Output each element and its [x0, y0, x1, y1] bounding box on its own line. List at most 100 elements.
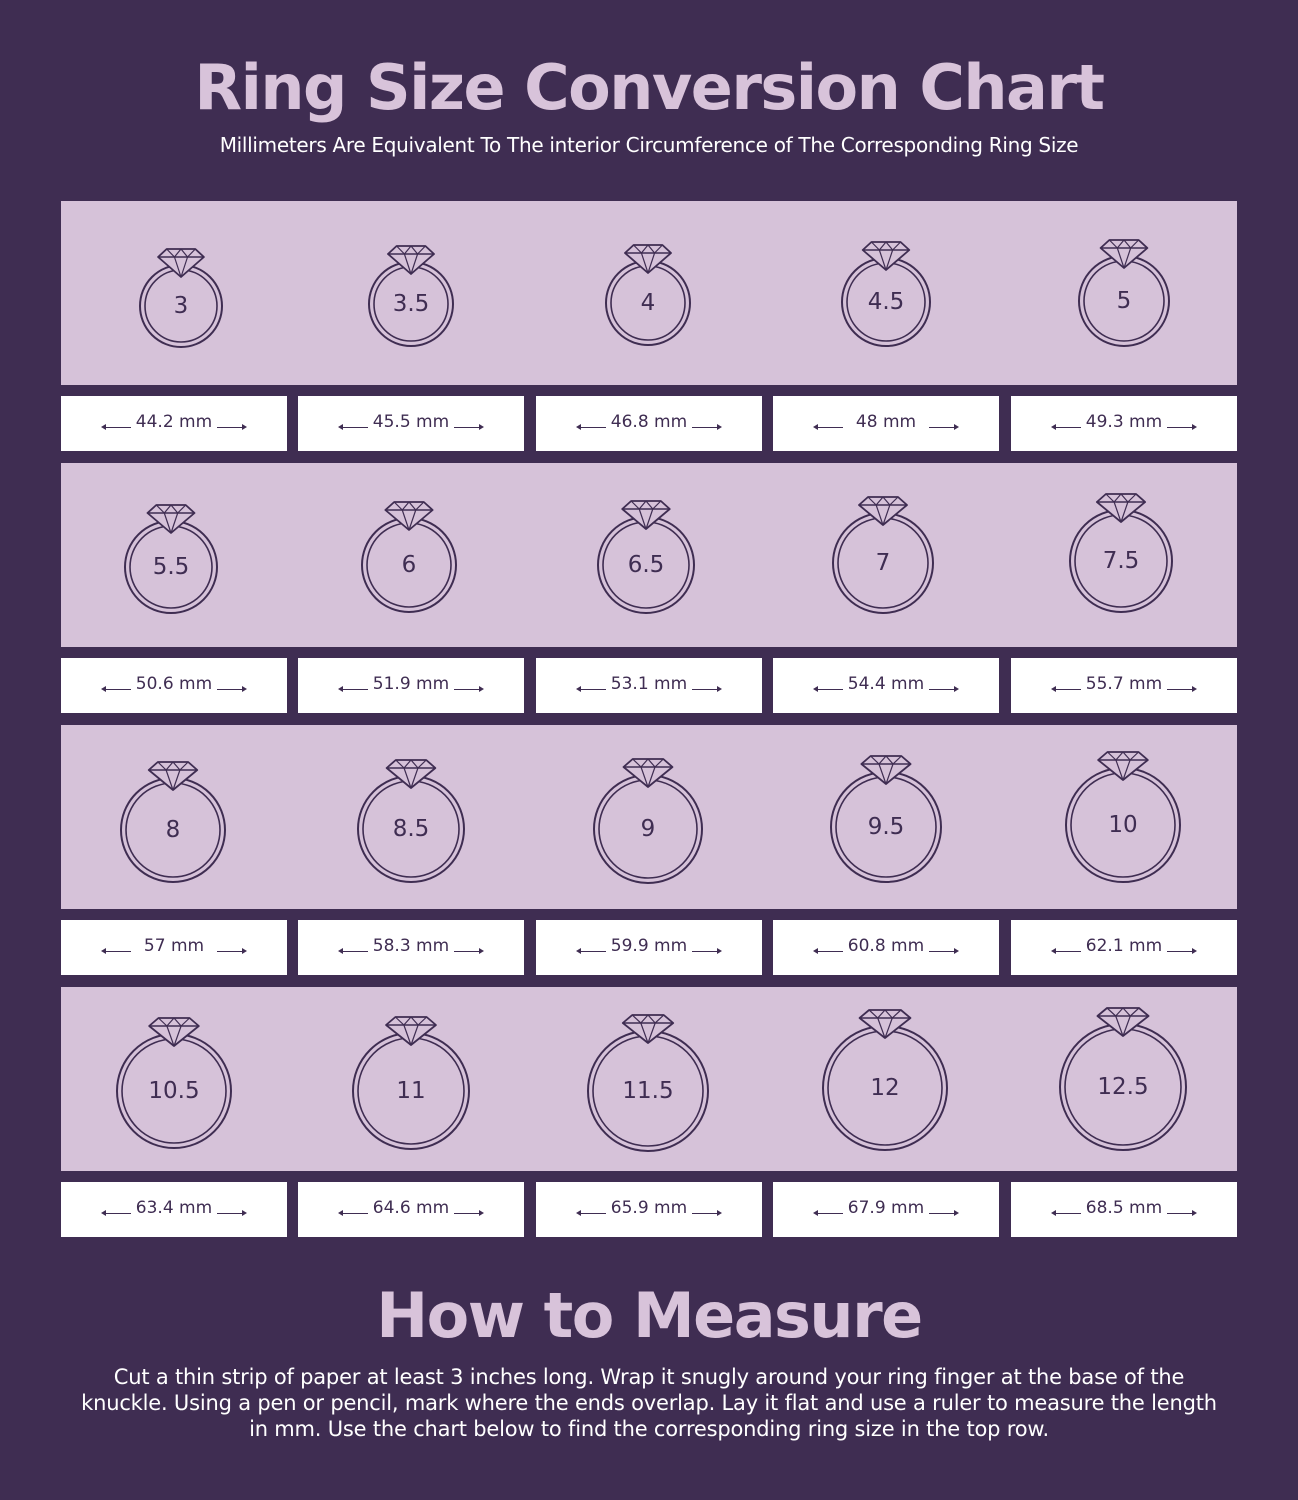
diamond-ring-icon — [124, 504, 218, 614]
arrow-left-icon — [813, 424, 843, 430]
ring-size-label: 3.5 — [392, 291, 430, 317]
ring-cell: 4 — [534, 201, 771, 385]
arrow-right-icon — [929, 948, 959, 954]
ring-cell: 10 — [1007, 725, 1244, 909]
circumference-value: 46.8 mm — [610, 412, 688, 432]
diamond-ring-icon — [116, 1017, 232, 1149]
arrow-right-icon — [929, 686, 959, 692]
circumference-box: 55.7 mm — [1011, 658, 1237, 713]
circumference-value: 55.7 mm — [1085, 674, 1163, 694]
circumference-box: 50.6 mm — [61, 658, 287, 713]
arrow-right-icon — [454, 1210, 484, 1216]
circumference-box: 46.8 mm — [536, 396, 762, 451]
arrow-right-icon — [217, 948, 247, 954]
ring-cell: 8.5 — [297, 725, 534, 909]
arrow-right-icon — [692, 1210, 722, 1216]
circumference-box: 63.4 mm — [61, 1182, 287, 1237]
circumference-value: 65.9 mm — [610, 1198, 688, 1218]
arrow-left-icon — [101, 948, 131, 954]
arrow-right-icon — [692, 948, 722, 954]
diamond-ring-icon — [139, 248, 223, 348]
ring-size-label: 10 — [1108, 812, 1138, 838]
how-to-measure-title: How to Measure — [376, 1279, 923, 1352]
ring-size-label: 9 — [640, 816, 656, 842]
diamond-ring-icon — [841, 241, 931, 347]
circumference-box: 60.8 mm — [773, 920, 999, 975]
ring-size-label: 8 — [165, 817, 181, 843]
circumference-box: 65.9 mm — [536, 1182, 762, 1237]
arrow-right-icon — [692, 424, 722, 430]
arrow-right-icon — [1167, 424, 1197, 430]
circumference-value: 62.1 mm — [1085, 936, 1163, 956]
circumference-box: 53.1 mm — [536, 658, 762, 713]
arrow-left-icon — [576, 424, 606, 430]
diamond-ring-icon — [352, 1016, 470, 1150]
ring-size-label: 11.5 — [622, 1078, 674, 1104]
circumference-box: 59.9 mm — [536, 920, 762, 975]
circumference-value: 59.9 mm — [610, 936, 688, 956]
ring-cell: 10.5 — [61, 987, 298, 1171]
diamond-ring-icon — [605, 244, 691, 346]
arrow-right-icon — [929, 1210, 959, 1216]
ring-size-label: 6.5 — [627, 552, 665, 578]
circumference-box: 64.6 mm — [298, 1182, 524, 1237]
circumference-box: 49.3 mm — [1011, 396, 1237, 451]
circumference-value: 49.3 mm — [1085, 412, 1163, 432]
circumference-box: 44.2 mm — [61, 396, 287, 451]
arrow-left-icon — [338, 1210, 368, 1216]
arrow-right-icon — [1167, 686, 1197, 692]
ring-row-band: 3 3.5 4 4.5 5 — [61, 201, 1237, 385]
circumference-value: 67.9 mm — [847, 1198, 925, 1218]
ring-cell: 11.5 — [534, 987, 771, 1171]
arrow-right-icon — [1167, 1210, 1197, 1216]
arrow-right-icon — [217, 686, 247, 692]
circumference-box: 45.5 mm — [298, 396, 524, 451]
ring-cell: 4.5 — [771, 201, 1008, 385]
circumference-value: 53.1 mm — [610, 674, 688, 694]
ring-size-label: 12 — [870, 1075, 900, 1101]
circumference-box: 54.4 mm — [773, 658, 999, 713]
ring-cell: 9.5 — [771, 725, 1008, 909]
diamond-ring-icon — [368, 245, 454, 347]
arrow-left-icon — [1051, 1210, 1081, 1216]
diamond-ring-icon — [120, 761, 226, 883]
ring-size-label: 4 — [640, 290, 656, 316]
arrow-right-icon — [217, 424, 247, 430]
circumference-value: 51.9 mm — [372, 674, 450, 694]
arrow-left-icon — [338, 948, 368, 954]
arrow-left-icon — [101, 1210, 131, 1216]
arrow-left-icon — [576, 686, 606, 692]
ring-cell: 12.5 — [1007, 987, 1244, 1171]
arrow-right-icon — [217, 1210, 247, 1216]
arrow-left-icon — [338, 424, 368, 430]
arrow-left-icon — [101, 686, 131, 692]
diamond-ring-icon — [597, 500, 695, 614]
ring-size-label: 7.5 — [1102, 548, 1140, 574]
ring-cell: 3.5 — [297, 201, 534, 385]
ring-cell: 7 — [771, 463, 1008, 647]
circumference-box: 67.9 mm — [773, 1182, 999, 1237]
ring-row-band: 10.5 11 11.5 12 12.5 — [61, 987, 1237, 1171]
page-subtitle: Millimeters Are Equivalent To The interi… — [219, 133, 1079, 157]
ring-size-label: 12.5 — [1097, 1074, 1149, 1100]
circumference-value: 48 mm — [855, 412, 917, 432]
circumference-value: 58.3 mm — [372, 936, 450, 956]
ring-size-label: 11 — [396, 1078, 426, 1104]
ring-size-label: 6 — [401, 552, 417, 578]
circumference-value: 68.5 mm — [1085, 1198, 1163, 1218]
arrow-left-icon — [813, 1210, 843, 1216]
diamond-ring-icon — [357, 759, 465, 883]
diamond-ring-icon — [1078, 239, 1170, 347]
arrow-right-icon — [454, 424, 484, 430]
ring-size-label: 5 — [1116, 288, 1132, 314]
arrow-right-icon — [692, 686, 722, 692]
arrow-left-icon — [1051, 424, 1081, 430]
arrow-left-icon — [576, 1210, 606, 1216]
circumference-box: 68.5 mm — [1011, 1182, 1237, 1237]
diamond-ring-icon — [830, 755, 942, 883]
circumference-box: 62.1 mm — [1011, 920, 1237, 975]
ring-size-label: 10.5 — [148, 1078, 200, 1104]
circumference-value: 54.4 mm — [847, 674, 925, 694]
circumference-value: 57 mm — [143, 936, 205, 956]
diamond-ring-icon — [1059, 1007, 1187, 1151]
